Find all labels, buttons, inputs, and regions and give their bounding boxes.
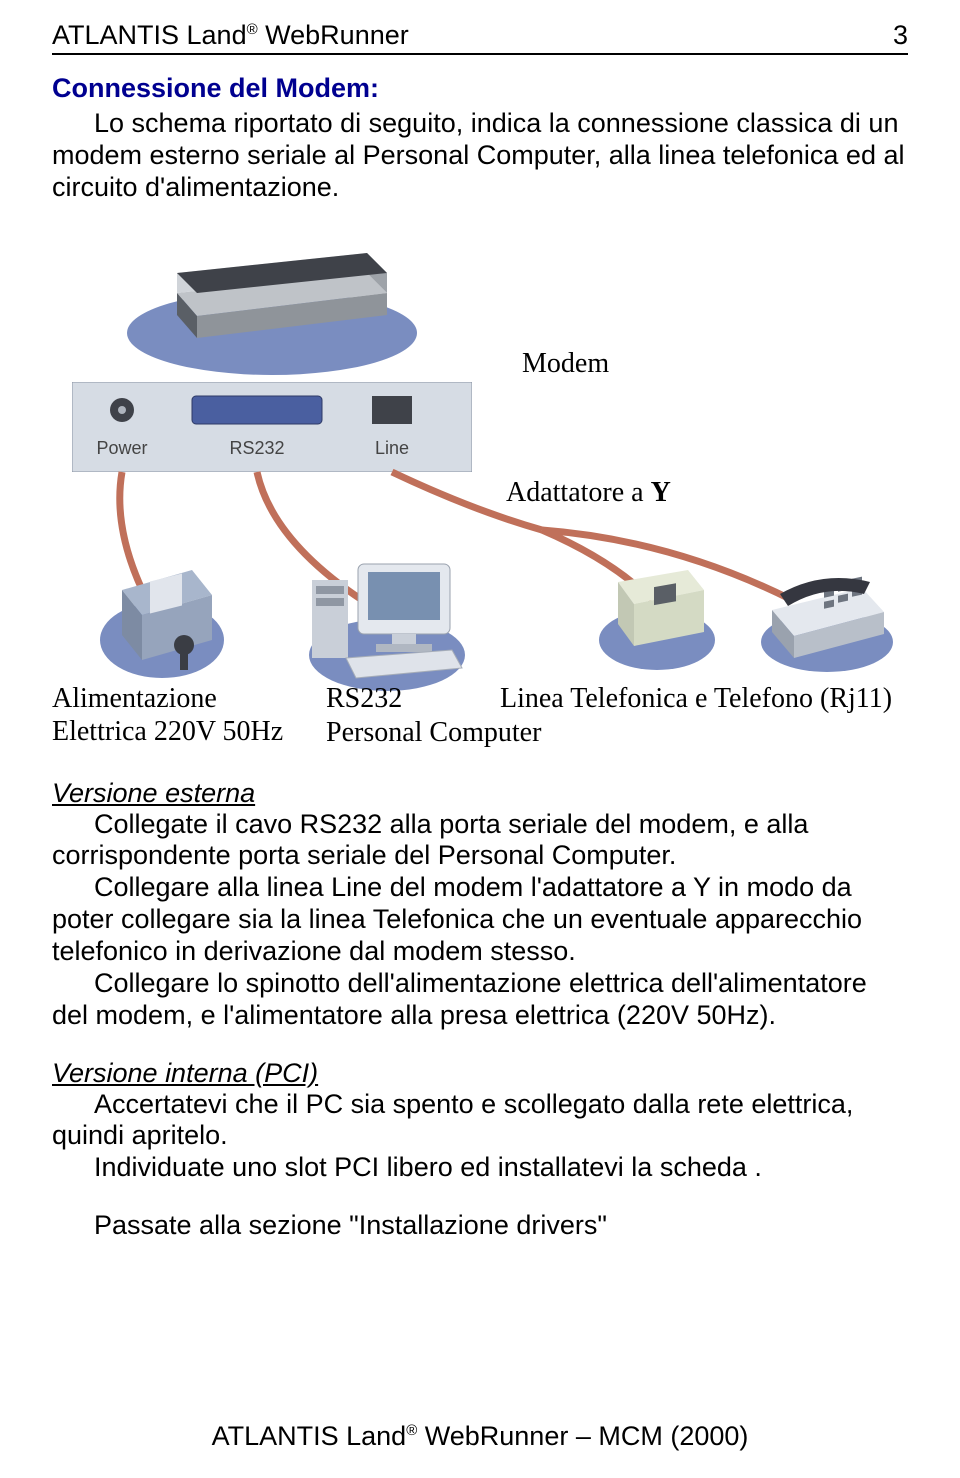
section-title: Connessione del Modem: (52, 73, 908, 104)
wall-jack-icon (592, 560, 722, 680)
power-outlet-icon (92, 550, 232, 690)
internal-version-section: Versione interna (PCI) Accertatevi che i… (52, 1058, 908, 1185)
external-p2: Collegare alla linea Line del modem l'ad… (52, 872, 908, 968)
internal-p2: Individuate uno slot PCI libero ed insta… (52, 1152, 908, 1184)
brand-suffix: WebRunner (258, 20, 409, 50)
pc-label: Personal Computer (326, 716, 541, 750)
document-page: ATLANTIS Land® WebRunner 3 Connessione d… (0, 0, 960, 1478)
power-label: Alimentazione Elettrica 220V 50Hz (52, 682, 283, 749)
telephone-icon (752, 560, 902, 680)
external-version-section: Versione esterna Collegate il cavo RS232… (52, 778, 908, 1032)
intro-paragraph: Lo schema riportato di seguito, indica l… (52, 108, 908, 204)
external-version-title: Versione esterna (52, 778, 908, 809)
footer-reg: ® (406, 1422, 417, 1439)
internal-p1: Accertatevi che il PC sia spento e scoll… (52, 1089, 908, 1153)
page-header: ATLANTIS Land® WebRunner 3 (52, 20, 908, 55)
footer-suffix: WebRunner – MCM (2000) (417, 1421, 748, 1451)
page-number: 3 (893, 20, 908, 51)
external-p3: Collegare lo spinotto dell'alimentazione… (52, 968, 908, 1032)
closing-line: Passate alla sezione "Installazione driv… (52, 1210, 908, 1242)
power-label-l1: Alimentazione (52, 683, 217, 714)
internal-version-title: Versione interna (PCI) (52, 1058, 908, 1089)
brand-prefix: ATLANTIS Land (52, 20, 247, 50)
page-footer: ATLANTIS Land® WebRunner – MCM (2000) (0, 1421, 960, 1452)
rs232-label: RS232 (326, 682, 402, 716)
external-p1: Collegate il cavo RS232 alla porta seria… (52, 809, 908, 873)
device-row (72, 490, 892, 670)
registered-mark: ® (247, 21, 258, 38)
header-title: ATLANTIS Land® WebRunner (52, 20, 409, 51)
power-label-l2: Elettrica 220V 50Hz (52, 716, 283, 747)
computer-icon (302, 540, 472, 700)
connection-diagram: Modem Power RS232 Line Adattatore a Y (52, 230, 908, 760)
phone-label: Linea Telefonica e Telefono (Rj11) (500, 682, 892, 716)
footer-prefix: ATLANTIS Land (212, 1421, 407, 1451)
